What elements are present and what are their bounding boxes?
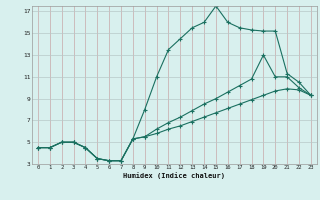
X-axis label: Humidex (Indice chaleur): Humidex (Indice chaleur) bbox=[124, 172, 225, 179]
